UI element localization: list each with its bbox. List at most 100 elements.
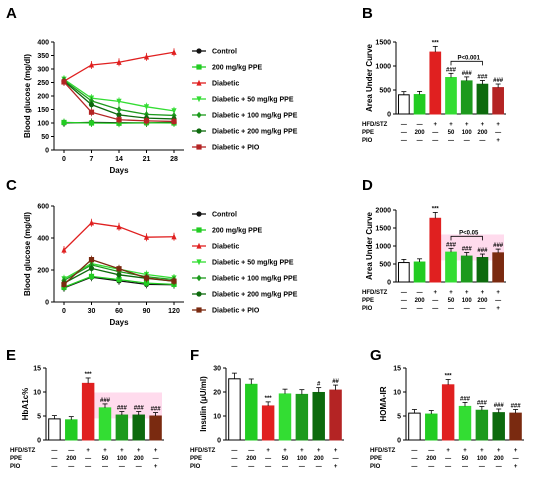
- bar-e: [149, 415, 162, 441]
- significance-label-e: ###: [134, 406, 145, 412]
- xtick-label-a: 21: [143, 156, 151, 163]
- ylabel-a: Blood glucose (mg/dl): [23, 54, 32, 138]
- significance-label-d: ###: [477, 248, 488, 254]
- bar-f: [329, 389, 342, 441]
- ytick-label-b: 500: [379, 88, 391, 95]
- group-row-value-f: 100: [297, 456, 308, 462]
- group-row-value-f: +: [266, 448, 270, 454]
- ytick-label-e: 10: [33, 390, 41, 397]
- bar-f: [278, 393, 292, 441]
- legend-marker-a: [196, 79, 202, 86]
- ylabel-b: Area Under Curve: [365, 43, 374, 112]
- bracket-label-b: P<0.001: [457, 55, 480, 61]
- group-row-value-g: +: [514, 448, 518, 454]
- bracket-d: [450, 235, 483, 241]
- series-point-c: [116, 266, 122, 272]
- bracket-label-d: P<0.05: [459, 230, 479, 236]
- bar-d: [492, 252, 504, 283]
- group-row-value-b: —: [448, 138, 454, 144]
- bar-g: [425, 413, 438, 441]
- group-row-value-d: —: [495, 298, 501, 304]
- series-point-a: [88, 102, 95, 108]
- ylabel-e: HbA1c%: [21, 388, 30, 420]
- group-row-value-f: 50: [282, 456, 289, 462]
- group-row-value-f: +: [317, 448, 321, 454]
- bar-g: [475, 409, 489, 441]
- group-row-value-g: —: [411, 448, 417, 454]
- significance-label-g: ###: [460, 396, 471, 402]
- ytick-label-e: 0: [37, 438, 41, 445]
- series-point-a: [88, 109, 95, 115]
- bar-b: [476, 83, 489, 115]
- group-row-value-e: +: [154, 464, 158, 470]
- ytick-label-b: 1500: [375, 40, 391, 47]
- ytick-label-g: 10: [393, 390, 401, 397]
- group-row-value-b: —: [401, 138, 407, 144]
- group-row-value-d: 50: [448, 298, 455, 304]
- group-row-label-d: HFD/STZ: [362, 290, 388, 296]
- legend-label-c: Diabetic: [212, 244, 239, 251]
- group-row-label-g: PPE: [370, 456, 382, 462]
- panel-letter-c: C: [6, 177, 17, 194]
- bar-d: [476, 257, 489, 283]
- xtick-label-c: 60: [115, 308, 123, 315]
- group-row-value-g: —: [513, 456, 519, 462]
- bar-f: [312, 391, 325, 441]
- group-row-value-f: —: [248, 464, 254, 470]
- group-row-label-b: HFD/STZ: [362, 122, 388, 128]
- series-point-c: [143, 280, 150, 286]
- legend-marker-c: [196, 211, 202, 217]
- bar-f: [228, 378, 241, 441]
- ytick-label-d: 0: [387, 280, 391, 287]
- series-point-a: [88, 61, 95, 68]
- bar-e: [115, 414, 129, 441]
- series-point-c: [88, 273, 95, 279]
- group-row-value-b: 50: [448, 130, 455, 136]
- group-row-value-b: —: [479, 138, 485, 144]
- xlabel-c: Days: [109, 318, 129, 327]
- xtick-label-a: 14: [115, 156, 123, 163]
- series-point-a: [61, 119, 67, 126]
- group-row-value-g: —: [428, 448, 434, 454]
- ytick-label-e: 15: [33, 366, 41, 373]
- group-row-value-g: —: [445, 464, 451, 470]
- ytick-label-f: 0: [217, 438, 221, 445]
- group-row-value-e: —: [136, 464, 142, 470]
- group-row-value-f: —: [248, 448, 254, 454]
- group-row-value-d: +: [465, 290, 469, 296]
- bar-d: [398, 262, 410, 283]
- series-point-a: [116, 112, 122, 118]
- ylabel-c: Blood glucose (mg/dl): [23, 212, 32, 296]
- series-point-a: [171, 118, 177, 124]
- group-row-value-b: +: [434, 122, 438, 128]
- series-point-a: [88, 120, 95, 126]
- group-row-value-d: —: [464, 306, 470, 312]
- group-row-value-b: —: [495, 130, 501, 136]
- ytick-label-c: 0: [45, 300, 49, 307]
- series-point-a: [143, 53, 150, 60]
- series-point-c: [88, 265, 95, 271]
- group-row-value-g: +: [497, 448, 501, 454]
- group-row-label-g: HFD/STZ: [370, 448, 396, 454]
- group-row-value-d: 200: [477, 298, 488, 304]
- significance-label-e: ***: [85, 372, 93, 378]
- group-row-value-b: +: [496, 122, 500, 128]
- bracket-b: [450, 60, 483, 66]
- group-row-value-g: —: [496, 464, 502, 470]
- legend-marker-c: [196, 259, 202, 266]
- group-row-value-f: —: [265, 464, 271, 470]
- ytick-label-a: 150: [37, 107, 49, 114]
- group-row-value-g: —: [462, 464, 468, 470]
- group-row-value-d: +: [481, 290, 485, 296]
- xtick-label-a: 7: [90, 156, 94, 163]
- ytick-label-d: 1000: [375, 244, 391, 251]
- legend-marker-c: [196, 242, 202, 249]
- ytick-label-c: 400: [37, 236, 49, 243]
- group-row-value-b: —: [417, 138, 423, 144]
- bar-g: [492, 412, 505, 441]
- ytick-label-g: 0: [397, 438, 401, 445]
- group-row-label-e: HFD/STZ: [10, 448, 36, 454]
- group-row-value-d: —: [417, 306, 423, 312]
- significance-label-d: ###: [462, 247, 473, 253]
